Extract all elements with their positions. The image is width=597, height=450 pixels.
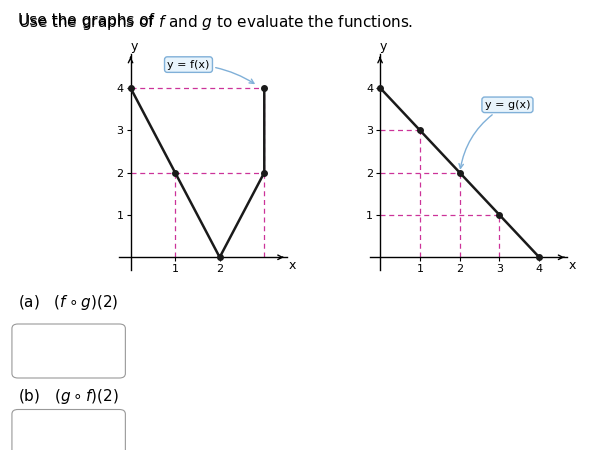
- Text: Use the graphs of: Use the graphs of: [18, 14, 159, 28]
- Text: x: x: [569, 259, 577, 272]
- Text: x: x: [289, 259, 296, 272]
- Text: y: y: [130, 40, 138, 53]
- Text: y: y: [380, 40, 387, 53]
- Text: (b)   $(g \circ f)(2)$: (b) $(g \circ f)(2)$: [18, 387, 119, 406]
- Text: (a)   $(f \circ g)(2)$: (a) $(f \circ g)(2)$: [18, 292, 118, 311]
- Text: y = f(x): y = f(x): [167, 59, 254, 83]
- Text: Use the graphs of $f$ and $g$ to evaluate the functions.: Use the graphs of $f$ and $g$ to evaluat…: [18, 14, 413, 32]
- Text: y = g(x): y = g(x): [459, 100, 530, 168]
